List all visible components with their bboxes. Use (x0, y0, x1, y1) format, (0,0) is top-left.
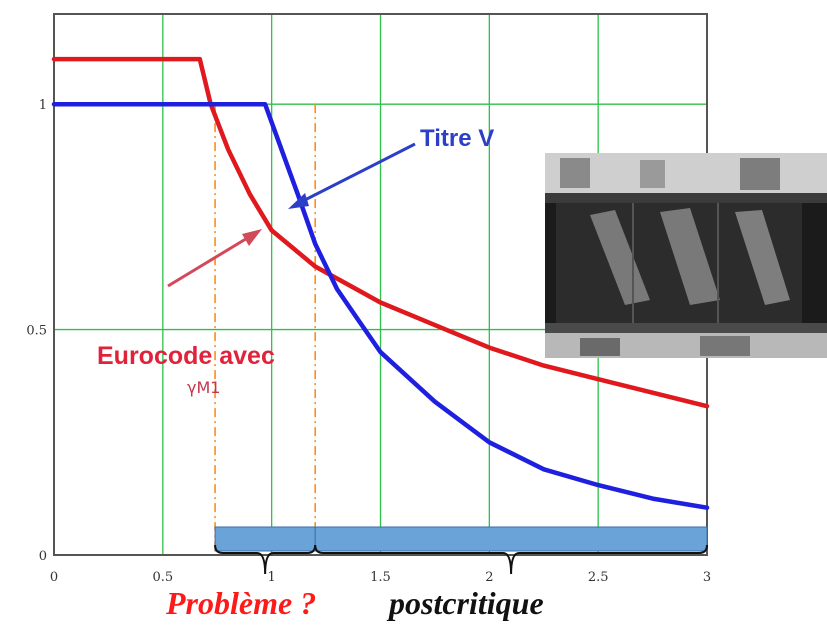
range-bar-probleme (214, 526, 316, 552)
titre-v-label: Titre V (420, 125, 494, 152)
vertical-guides (214, 104, 317, 552)
y-tick-label: 0.5 (26, 324, 47, 339)
brace-postcritique (314, 544, 708, 575)
range-bar-postcritique (314, 526, 708, 552)
x-tick-label: 1.5 (370, 570, 391, 585)
gamma-label: γM1 (187, 378, 220, 397)
x-tick-label: 2 (485, 570, 493, 585)
titre-v-arrowhead (288, 193, 309, 209)
x-tick-label: 2.5 (588, 570, 609, 585)
eurocode-arrow (167, 232, 255, 288)
brace-probleme (214, 544, 317, 575)
eurocode-arrowhead (242, 229, 262, 246)
x-tick-label: 3 (703, 570, 711, 585)
eurocode-label: Eurocode avec (97, 342, 275, 370)
titre-v-curve (51, 101, 710, 510)
x-tick-label: 0 (50, 570, 58, 585)
titre-v-arrow (294, 142, 416, 207)
series-lines (51, 56, 710, 510)
tick-labels: 0 0.5 1 1.5 2 2.5 3 0 0.5 1 (26, 98, 711, 585)
y-tick-label: 0 (39, 549, 47, 564)
range-bars (214, 526, 708, 575)
x-tick-label: 0.5 (152, 570, 173, 585)
y-tick-label: 1 (39, 98, 47, 113)
x-tick-label: 1 (268, 570, 276, 585)
test-panel-photo (545, 153, 827, 358)
caption-postcritique: postcritique (386, 585, 544, 621)
caption-probleme: Problème ? (165, 585, 316, 621)
